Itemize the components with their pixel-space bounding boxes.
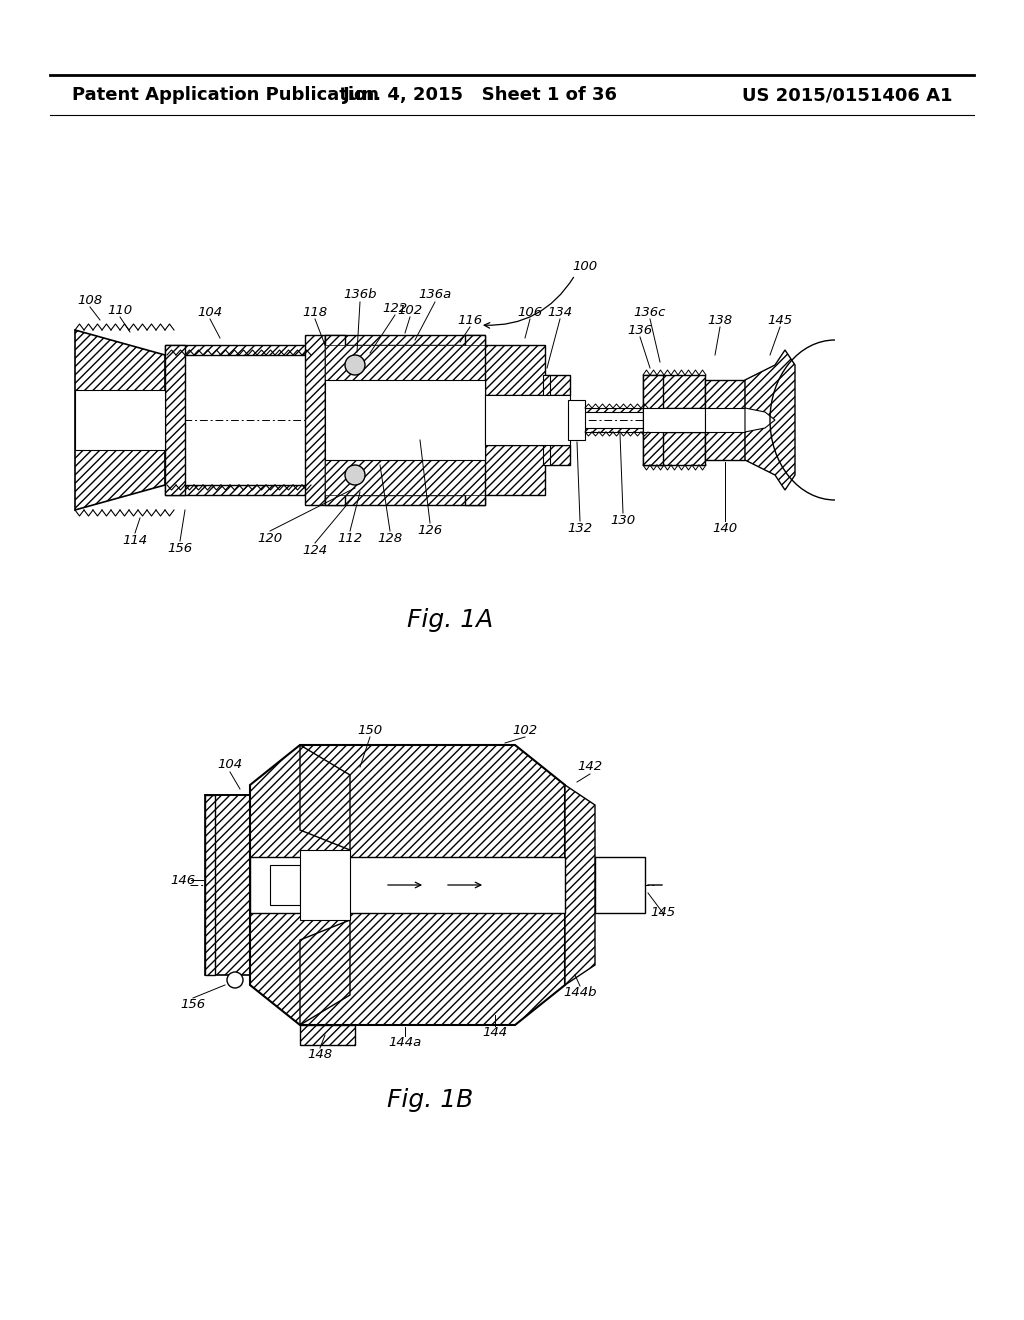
Text: 102: 102 [512, 723, 538, 737]
Polygon shape [585, 408, 643, 412]
Polygon shape [325, 335, 345, 506]
Polygon shape [165, 345, 185, 495]
Text: 136a: 136a [419, 289, 452, 301]
Polygon shape [330, 381, 390, 458]
Text: 145: 145 [767, 314, 793, 326]
Text: 144a: 144a [388, 1036, 422, 1049]
Text: 138: 138 [708, 314, 732, 326]
Polygon shape [705, 380, 745, 459]
Circle shape [227, 972, 243, 987]
Text: 156: 156 [168, 541, 193, 554]
Text: 108: 108 [78, 293, 102, 306]
Circle shape [345, 465, 365, 484]
Text: 100: 100 [572, 260, 598, 273]
Text: 106: 106 [517, 305, 543, 318]
Text: US 2015/0151406 A1: US 2015/0151406 A1 [741, 86, 952, 104]
Text: 140: 140 [713, 521, 737, 535]
Circle shape [345, 355, 365, 375]
Text: 134: 134 [548, 305, 572, 318]
Text: 136c: 136c [634, 305, 667, 318]
Text: Patent Application Publication: Patent Application Publication [72, 86, 379, 104]
Polygon shape [595, 857, 645, 913]
Text: 102: 102 [397, 304, 423, 317]
Polygon shape [465, 335, 485, 506]
Polygon shape [300, 744, 350, 850]
Text: 144b: 144b [563, 986, 597, 999]
Text: 156: 156 [180, 998, 206, 1011]
Polygon shape [745, 408, 775, 432]
Polygon shape [543, 375, 550, 465]
Text: 136b: 136b [343, 289, 377, 301]
Polygon shape [355, 381, 390, 411]
Text: Fig. 1A: Fig. 1A [407, 609, 494, 632]
Polygon shape [643, 408, 705, 432]
Text: 112: 112 [338, 532, 362, 544]
Text: 118: 118 [302, 305, 328, 318]
Text: 148: 148 [307, 1048, 333, 1061]
Polygon shape [75, 330, 165, 510]
Polygon shape [305, 335, 325, 506]
Polygon shape [325, 459, 485, 495]
Text: 126: 126 [418, 524, 442, 536]
Text: 144: 144 [482, 1027, 508, 1040]
Text: 136: 136 [628, 323, 652, 337]
Text: 146: 146 [170, 874, 196, 887]
Polygon shape [643, 432, 705, 465]
Polygon shape [355, 430, 390, 458]
Text: 128: 128 [378, 532, 402, 544]
Polygon shape [300, 920, 350, 1026]
Polygon shape [485, 395, 570, 445]
Polygon shape [325, 380, 485, 459]
Text: 104: 104 [198, 305, 222, 318]
Text: 104: 104 [217, 759, 243, 771]
Polygon shape [745, 350, 795, 490]
Polygon shape [165, 484, 325, 495]
Polygon shape [300, 850, 350, 920]
Polygon shape [325, 335, 485, 345]
Polygon shape [300, 1026, 355, 1045]
Polygon shape [705, 408, 745, 432]
Text: 124: 124 [302, 544, 328, 557]
Polygon shape [585, 428, 643, 432]
Text: 132: 132 [567, 521, 593, 535]
Text: Jun. 4, 2015   Sheet 1 of 36: Jun. 4, 2015 Sheet 1 of 36 [342, 86, 617, 104]
Text: 116: 116 [458, 314, 482, 326]
Polygon shape [568, 400, 585, 440]
Polygon shape [270, 865, 300, 906]
Text: 120: 120 [257, 532, 283, 544]
Text: 122: 122 [382, 301, 408, 314]
Polygon shape [250, 857, 565, 913]
Polygon shape [250, 744, 565, 1026]
Text: 150: 150 [357, 723, 383, 737]
Polygon shape [485, 345, 570, 395]
Text: 114: 114 [123, 533, 147, 546]
Polygon shape [375, 405, 465, 436]
Polygon shape [643, 375, 663, 465]
Text: 130: 130 [610, 513, 636, 527]
Polygon shape [205, 795, 215, 975]
Text: 142: 142 [578, 760, 602, 774]
Text: 145: 145 [650, 907, 676, 920]
Text: 110: 110 [108, 304, 132, 317]
Text: Fig. 1B: Fig. 1B [387, 1088, 473, 1111]
Polygon shape [565, 785, 595, 985]
Polygon shape [205, 795, 285, 975]
Polygon shape [75, 389, 165, 450]
Polygon shape [165, 345, 325, 355]
Polygon shape [485, 445, 570, 495]
Polygon shape [643, 375, 705, 408]
Polygon shape [325, 345, 485, 380]
Polygon shape [325, 495, 485, 506]
